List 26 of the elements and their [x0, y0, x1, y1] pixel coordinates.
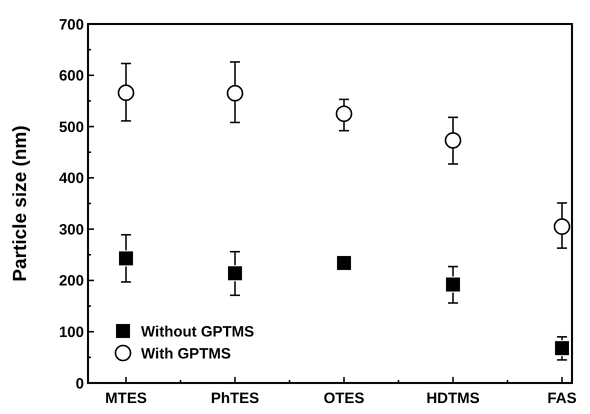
y-tick-label: 100 — [58, 324, 84, 341]
point — [446, 278, 460, 292]
point — [555, 341, 569, 356]
y-axis-title: Particle size (nm) — [10, 125, 31, 282]
y-tick-label: 300 — [58, 221, 84, 238]
x-tick-label: HDTMS — [426, 390, 480, 407]
point — [118, 84, 134, 102]
y-tick-label: 500 — [58, 118, 84, 136]
point — [226, 84, 244, 102]
point — [336, 105, 352, 122]
y-tick-label: 600 — [58, 68, 84, 85]
legend-label: With GPTMS — [141, 345, 231, 362]
y-tick-label: 200 — [58, 272, 84, 290]
x-tick-label: FAS — [547, 390, 577, 407]
point — [119, 251, 133, 266]
legend-label: Without GPTMS — [141, 323, 254, 340]
x-tick-label: MTES — [105, 390, 147, 407]
y-tick-label: 0 — [76, 375, 84, 392]
point — [554, 218, 570, 235]
x-tick-label: PhTES — [210, 390, 260, 407]
point — [228, 266, 242, 280]
x-tick-label: OTES — [324, 390, 364, 407]
y-tick-label: 700 — [58, 16, 84, 34]
point — [444, 132, 462, 149]
point — [337, 256, 351, 270]
y-tick-label: 400 — [58, 170, 84, 188]
